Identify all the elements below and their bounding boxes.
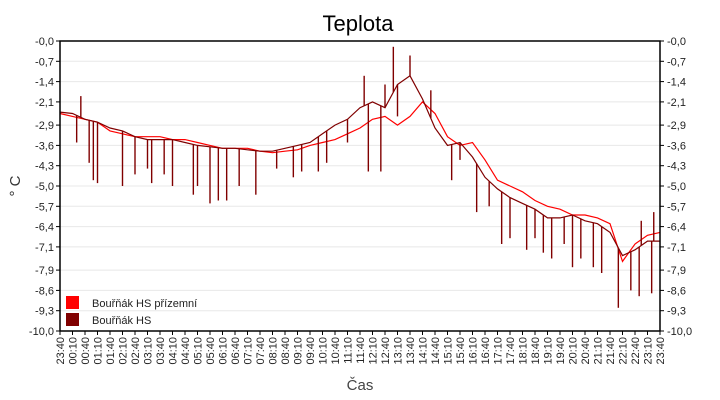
- x-tick-label: 11:10: [343, 337, 355, 364]
- y-tick-label: -4,3: [35, 161, 54, 173]
- y-tick-label: -9,3: [35, 306, 54, 318]
- y-tick-label: -7,1: [667, 242, 686, 254]
- x-tick-label: 19:40: [555, 337, 567, 365]
- x-tick-label: 06:40: [230, 337, 242, 365]
- x-tick-label: 04:10: [168, 337, 180, 365]
- y-tick-label: -10,0: [29, 326, 54, 338]
- x-tick-label: 08:40: [280, 337, 292, 365]
- x-tick-label: 02:40: [130, 337, 142, 365]
- y-tick-label: -1,4: [667, 77, 686, 89]
- y-tick-label: -2,9: [667, 120, 686, 132]
- x-tick-label: 00:40: [80, 337, 92, 365]
- y-tick-label: -6,4: [35, 222, 54, 234]
- x-tick-label: 10:40: [330, 337, 342, 365]
- y-tick-label: -0,7: [667, 56, 686, 68]
- y-tick-label: -8,6: [667, 285, 686, 297]
- y-tick-label: -1,4: [35, 77, 54, 89]
- gridlines: [60, 40, 660, 332]
- x-tick-label: 17:10: [493, 337, 505, 365]
- x-tick-label: 18:10: [518, 337, 530, 365]
- legend-label-hs: Bouřňák HS: [92, 315, 151, 327]
- y-tick-label: -3,6: [667, 140, 686, 152]
- x-axis-label: Čas: [347, 377, 374, 394]
- y-tick-label: -4,3: [667, 161, 686, 173]
- x-tick-label: 01:40: [105, 337, 117, 365]
- x-tick-label: 13:40: [405, 337, 417, 365]
- x-tick-label: 03:40: [155, 337, 167, 365]
- y-tick-label: -10,0: [667, 326, 692, 338]
- y-tick-label: -9,3: [667, 306, 686, 318]
- x-tick-label: 07:10: [243, 337, 255, 365]
- y-axis-left: -0,0 -0,7 -1,4 -2,1 -2,9 -3,6 -4,3 -5,0 -5,7 -6,4…: [29, 36, 60, 338]
- x-tick-label: 00:10: [68, 337, 80, 365]
- x-tick-label: 10:10: [318, 337, 330, 365]
- y-tick-label: -5,7: [35, 201, 54, 213]
- x-tick-label: 12:10: [368, 337, 380, 365]
- y-tick-label: -3,6: [35, 140, 54, 152]
- legend: Bouřňák HS přízemní Bouřňák HS: [66, 296, 197, 327]
- x-tick-label: 18:40: [530, 337, 542, 365]
- y-tick-label: -5,0: [667, 181, 686, 193]
- x-tick-label: 05:10: [193, 337, 205, 365]
- x-tick-label: 05:40: [205, 337, 217, 365]
- x-axis: 23:40 00:10 00:40 01:10 01:40 02:10 02:40 03:10…: [55, 331, 667, 365]
- x-tick-label: 23:10: [643, 337, 655, 365]
- chart-title: Teplota: [323, 11, 395, 36]
- x-tick-label: 20:40: [580, 337, 592, 365]
- x-tick-label: 02:10: [118, 337, 130, 365]
- y-tick-label: -6,4: [667, 222, 686, 234]
- series-lines: [59, 46, 661, 308]
- x-tick-label: 17:40: [505, 337, 517, 365]
- x-tick-label: 16:40: [480, 337, 492, 365]
- y-tick-label: -2,1: [35, 97, 54, 109]
- y-tick-label: -0,0: [35, 36, 54, 48]
- y-tick-label: -7,9: [35, 265, 54, 277]
- x-tick-label: 23:40: [55, 337, 67, 365]
- x-tick-label: 19:10: [543, 337, 555, 365]
- y-tick-label: -2,9: [35, 120, 54, 132]
- y-tick-label: -5,7: [667, 201, 686, 213]
- y-axis-label: ° C: [7, 175, 24, 196]
- y-axis-right: -0,0 -0,7 -1,4 -2,1 -2,9 -3,6 -4,3 -5,0 -5,7 -6,4…: [660, 36, 692, 338]
- y-tick-label: -0,0: [667, 36, 686, 48]
- x-tick-label: 14:10: [418, 337, 430, 365]
- x-tick-label: 13:10: [393, 337, 405, 365]
- y-tick-label: -2,1: [667, 97, 686, 109]
- x-tick-label: 15:40: [455, 337, 467, 365]
- y-tick-label: -8,6: [35, 285, 54, 297]
- x-tick-label: 11:40: [355, 337, 367, 364]
- x-tick-label: 20:10: [568, 337, 580, 365]
- x-tick-label: 15:10: [443, 337, 455, 365]
- series-line-prizemni: [59, 101, 661, 263]
- x-tick-label: 21:40: [605, 337, 617, 365]
- x-tick-label: 07:40: [255, 337, 267, 365]
- x-tick-label: 03:10: [143, 337, 155, 365]
- x-tick-label: 04:40: [180, 337, 192, 365]
- x-tick-label: 21:10: [593, 337, 605, 365]
- y-tick-label: -7,1: [35, 242, 54, 254]
- x-tick-label: 16:10: [468, 337, 480, 365]
- x-tick-label: 01:10: [93, 337, 105, 365]
- legend-swatch-prizemni: [66, 296, 79, 309]
- legend-label-prizemni: Bouřňák HS přízemní: [92, 298, 197, 310]
- y-tick-label: -5,0: [35, 181, 54, 193]
- y-tick-label: -7,9: [667, 265, 686, 277]
- x-tick-label: 22:10: [618, 337, 630, 365]
- y-tick-label: -0,7: [35, 56, 54, 68]
- x-tick-label: 12:40: [380, 337, 392, 365]
- x-tick-label: 14:40: [430, 337, 442, 365]
- x-tick-label: 23:40: [655, 337, 667, 365]
- legend-swatch-hs: [66, 313, 79, 326]
- x-tick-label: 08:10: [268, 337, 280, 365]
- x-tick-label: 06:10: [218, 337, 230, 365]
- x-tick-label: 09:10: [293, 337, 305, 365]
- x-tick-label: 09:40: [305, 337, 317, 365]
- series-line-hs: [59, 74, 660, 257]
- x-tick-label: 22:40: [630, 337, 642, 365]
